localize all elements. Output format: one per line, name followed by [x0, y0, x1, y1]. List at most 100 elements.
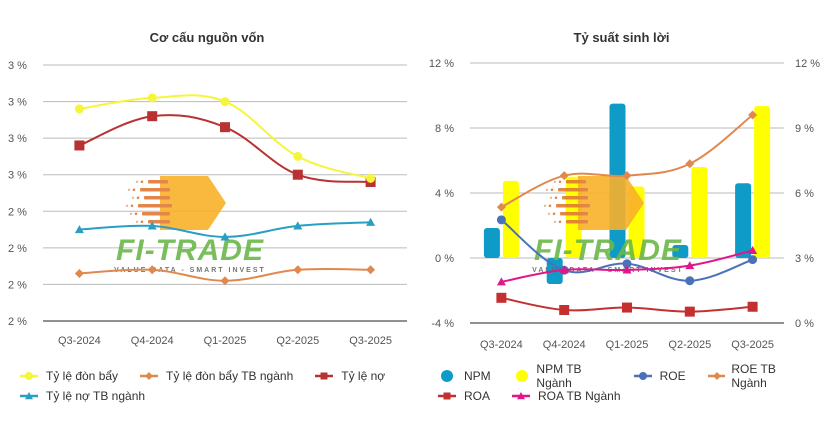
logo-dash	[566, 220, 588, 224]
data-point	[220, 97, 230, 107]
legend-swatch-icon	[140, 372, 159, 380]
data-point	[293, 221, 303, 230]
data-point	[147, 93, 157, 103]
logo-dash	[142, 212, 170, 216]
legend-label: Tỷ lệ đòn bẩy TB ngành	[166, 369, 294, 383]
line-series-3	[496, 110, 758, 212]
logo-dash	[148, 220, 170, 224]
legend-swatch-icon	[20, 392, 38, 400]
logo-chevron-icon	[160, 176, 226, 230]
logo-dash	[556, 204, 590, 208]
x-tick-label: Q4-2024	[543, 339, 586, 351]
legend-item[interactable]: ROA TB Ngành	[510, 389, 621, 403]
logo-dash	[566, 180, 586, 184]
data-point	[559, 305, 570, 315]
series-1	[74, 265, 376, 286]
logo-dash	[558, 188, 588, 192]
watermark-tagline: VALUE DATA - SMART INVEST	[114, 267, 266, 274]
data-point	[684, 306, 695, 317]
data-point	[293, 151, 303, 161]
data-point	[366, 217, 376, 226]
legend-item[interactable]: Tỷ lệ đòn bẩy TB ngành	[138, 369, 293, 383]
profitability-chart: 12 % 8 % 4 % 0 % -4 % 12 % 9 % 6 % 3 % 0 % Q3-2024…	[429, 58, 820, 351]
legend-label: NPM	[464, 369, 491, 383]
legend-item[interactable]: NPM TB Ngành	[511, 362, 612, 390]
legend-row: Tỷ lệ nợ TB ngành	[18, 386, 408, 406]
legend-item[interactable]: Tỷ lệ nợ	[313, 369, 385, 383]
logo-dot	[140, 220, 144, 224]
data-point	[748, 110, 758, 120]
logo-dash	[138, 204, 172, 208]
data-point	[293, 265, 303, 275]
logo-dot	[127, 188, 131, 191]
series-0	[74, 93, 376, 183]
y-tick-label-right: 3 %	[795, 253, 814, 265]
logo-dot	[132, 188, 136, 192]
data-point	[685, 159, 695, 169]
legend-item[interactable]: ROA	[436, 389, 490, 403]
data-point	[366, 265, 376, 275]
legend-label: Tỷ lệ nợ TB ngành	[46, 389, 146, 403]
x-tick-label: Q1-2025	[606, 339, 649, 351]
y-tick-label-left: 12 %	[429, 58, 454, 70]
y-tick-label-right: 6 %	[795, 188, 814, 200]
y-tick-label-left: 8 %	[435, 123, 454, 135]
data-point	[220, 122, 230, 133]
legend-item[interactable]: ROE	[632, 369, 686, 383]
logo-dot	[125, 204, 129, 207]
capital-structure-chart: 3 % 3 % 3 % 3 % 2 % 2 % 2 % 2 % Q3-2024 Q4-2024 Q1…	[8, 60, 407, 347]
legend-item[interactable]: Tỷ lệ nợ TB ngành	[18, 389, 145, 403]
y-tick-label: 2 %	[8, 316, 27, 328]
y-tick-label: 2 %	[8, 206, 27, 218]
legend-swatch-icon	[20, 372, 38, 380]
legend-item[interactable]: ROE TB Ngành	[706, 362, 806, 390]
logo-dash	[144, 196, 170, 200]
logo-dot	[553, 220, 557, 223]
legend-swatch-icon	[438, 392, 456, 400]
chart-legend: NPM NPM TB Ngành ROE ROE TB Ngành ROA ROA TB …	[436, 362, 826, 406]
logo-dot	[130, 204, 134, 208]
logo-dash	[560, 212, 588, 216]
legend-swatch-icon	[441, 370, 453, 382]
data-point	[685, 276, 695, 286]
logo-dot	[136, 196, 140, 200]
watermark-brand: FI-TRADE	[116, 234, 264, 267]
legend-item[interactable]: NPM	[436, 369, 491, 383]
logo-dash	[148, 180, 168, 184]
logo-dot	[558, 180, 562, 184]
y-tick-label: 2 %	[8, 279, 27, 291]
x-tick-label: Q3-2024	[480, 339, 523, 351]
legend-swatch-icon	[707, 372, 726, 380]
data-point	[74, 104, 84, 114]
legend-label: NPM TB Ngành	[536, 362, 582, 390]
data-point	[496, 215, 506, 225]
legend-label: ROA TB Ngành	[538, 389, 621, 403]
logo-dot	[140, 180, 144, 184]
legend-label: ROA	[464, 389, 491, 403]
data-point	[685, 261, 695, 270]
line-series-5	[496, 245, 758, 286]
legend-swatch-icon	[515, 370, 528, 382]
logo-dot	[558, 220, 562, 224]
legend-label: ROE TB Ngành	[731, 362, 776, 390]
y-tick-label-right: 12 %	[795, 58, 820, 70]
profitability-chart-panel: Tỷ suất sinh lời 12 % 8 % 4 % 0 % -4 % 12 % 9 …	[414, 0, 829, 430]
data-point	[559, 265, 569, 274]
x-tick-label: Q2-2025	[668, 339, 711, 351]
logo-dot	[545, 188, 549, 191]
bar	[754, 106, 771, 258]
legend-item[interactable]: Tỷ lệ đòn bẩy	[18, 369, 118, 383]
x-tick-label: Q3-2024	[58, 335, 101, 347]
logo-dot	[553, 180, 557, 183]
logo-dot	[135, 180, 139, 183]
x-tick-label: Q4-2024	[131, 335, 174, 347]
logo-dot	[543, 204, 547, 207]
y-tick-label-left: 0 %	[435, 253, 454, 265]
data-point	[496, 292, 507, 303]
y-tick-label-right: 0 %	[795, 318, 814, 330]
series-2	[74, 111, 376, 188]
logo-dot	[552, 212, 556, 216]
data-point	[147, 221, 157, 230]
